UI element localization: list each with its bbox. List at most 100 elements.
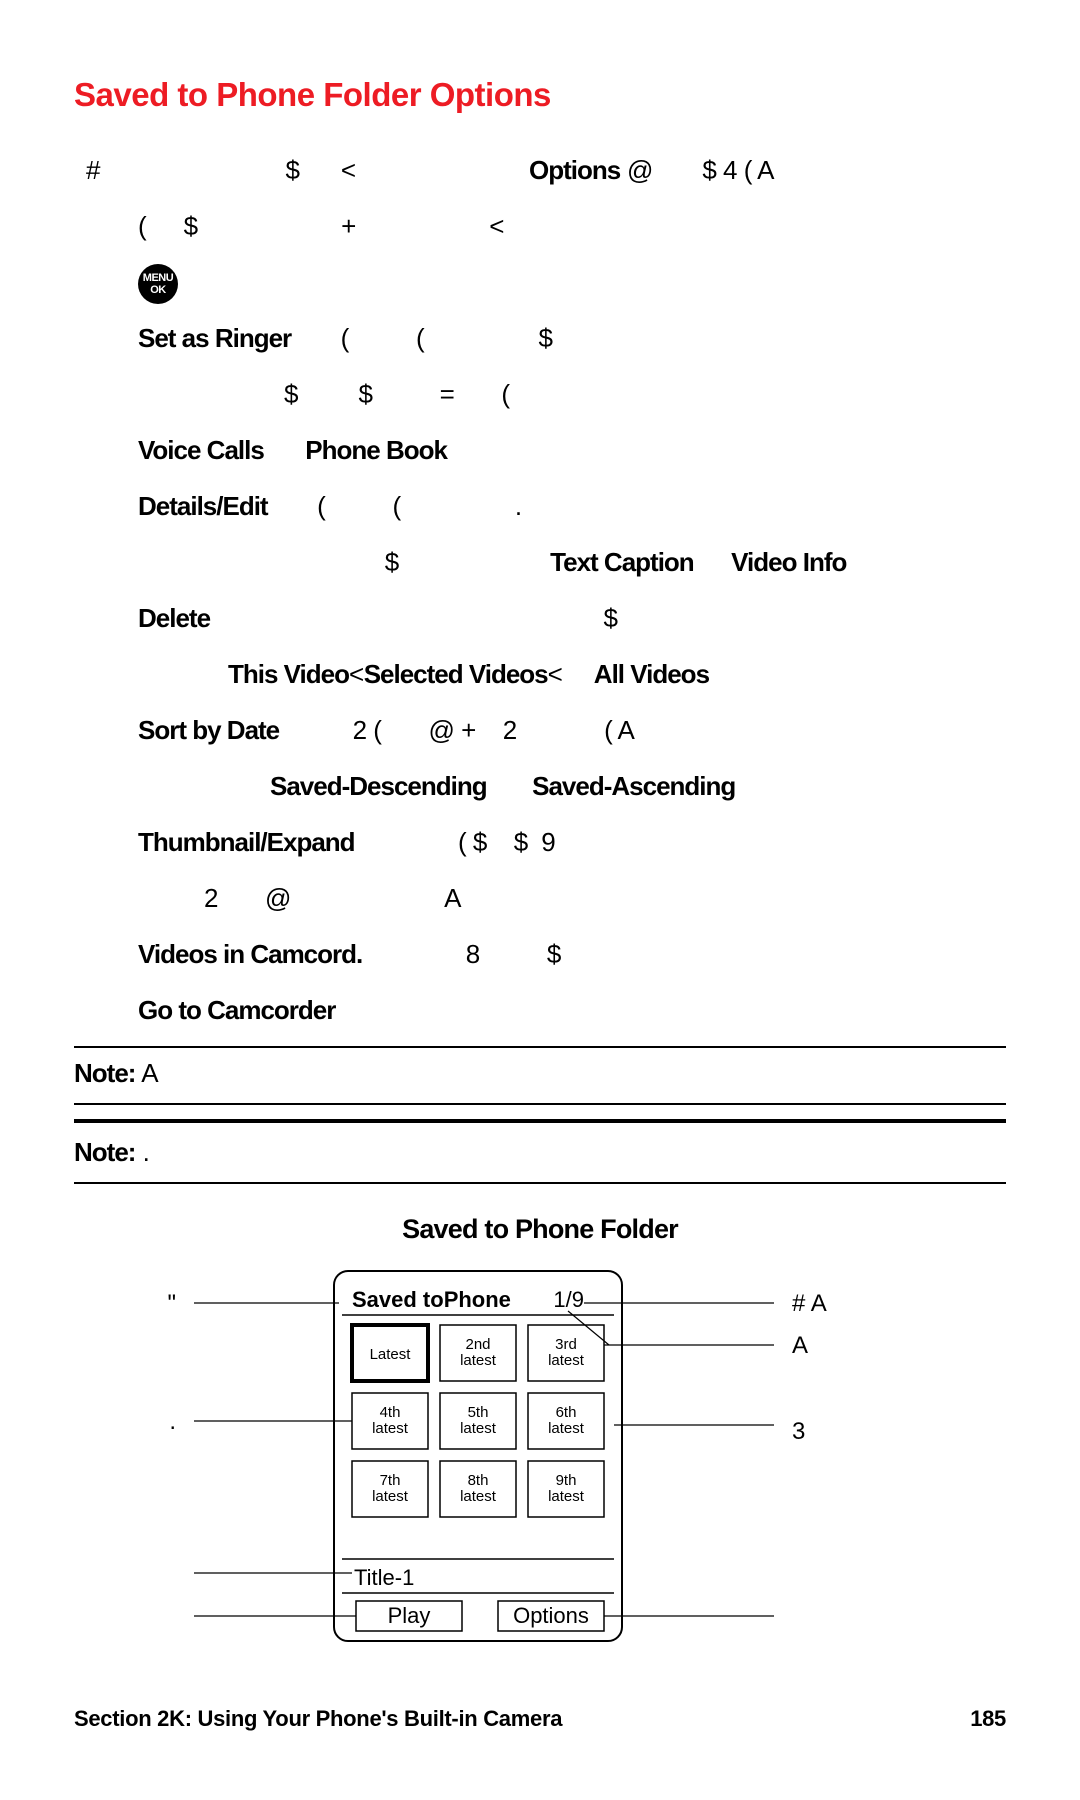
- note-body-1: A: [135, 1058, 158, 1088]
- rule-mid1: [74, 1103, 1006, 1105]
- videos-camcord-row: Videos in Camcord. 8 $: [74, 926, 1006, 982]
- play-button-label: Play: [388, 1603, 431, 1628]
- note-label-1: Note:: [74, 1058, 135, 1088]
- screen-header-right: 1/9: [553, 1287, 584, 1312]
- voicecalls-phonebook-row: Voice Calls Phone Book: [74, 422, 1006, 478]
- phone-diagram: Saved toPhone 1/9 Latest 2nd latest 3rd …: [74, 1263, 1006, 1683]
- callout-label-thumb4: .: [169, 1408, 176, 1435]
- intro-at: @: [627, 155, 653, 185]
- page-title: Saved to Phone Folder Options: [74, 76, 1006, 114]
- footer-section: Section 2K: Using Your Phone's Built-in …: [74, 1706, 562, 1732]
- svg-text:7th: 7th: [380, 1472, 401, 1489]
- svg-text:latest: latest: [372, 1420, 409, 1437]
- sort-row: Sort by Date 2 ( @ + 2 ( A: [74, 702, 1006, 758]
- sar-tail: ( ( $: [341, 323, 553, 353]
- rule-bottom: [74, 1182, 1006, 1184]
- thumb-1: Latest: [352, 1325, 428, 1381]
- this-video-label: This Video: [228, 659, 349, 689]
- sort-by-date-label: Sort by Date: [138, 715, 279, 745]
- callout-label-gap: 3: [792, 1418, 805, 1445]
- thumb-expand-row: Thumbnail/Expand ( $ $ 9: [74, 814, 1006, 870]
- te-tail: ( $ $ 9: [458, 827, 555, 857]
- thumb-2: 2nd latest: [440, 1325, 516, 1381]
- svg-text:2nd: 2nd: [465, 1336, 490, 1353]
- phone-book-label: Phone Book: [305, 435, 447, 465]
- intro2-paren: (: [138, 211, 146, 241]
- delete-label: Delete: [138, 603, 210, 633]
- saved-asc-label: Saved-Ascending: [532, 771, 735, 801]
- svg-text:4th: 4th: [380, 1404, 401, 1421]
- de-line2: $ Text Caption Video Info: [74, 534, 1006, 590]
- intro2-dollar: $: [184, 211, 198, 241]
- svg-text:6th: 6th: [556, 1404, 577, 1421]
- svg-text:latest: latest: [372, 1488, 409, 1505]
- intro-hash: #: [86, 155, 100, 185]
- all-videos-label: All Videos: [594, 659, 709, 689]
- thumb-3: 3rd latest: [528, 1325, 604, 1381]
- title-row-label: Title-1: [354, 1565, 414, 1590]
- callout-label-counter: # A: [792, 1290, 827, 1317]
- svg-text:3rd: 3rd: [555, 1336, 577, 1353]
- svg-text:latest: latest: [460, 1488, 497, 1505]
- intro-block: # $ < Options @ $ 4 ( A: [86, 142, 1006, 198]
- voice-calls-label: Voice Calls: [138, 435, 264, 465]
- delete-tail: $: [604, 603, 618, 633]
- sar-line2: $ $ = (: [74, 366, 1006, 422]
- page-footer: Section 2K: Using Your Phone's Built-in …: [74, 1706, 1006, 1732]
- options-button-label: Options: [513, 1603, 589, 1628]
- svg-text:latest: latest: [460, 1420, 497, 1437]
- note-body-2: .: [135, 1137, 149, 1167]
- callout-label-header: ": [167, 1290, 176, 1317]
- sep-lt1: <: [349, 659, 364, 689]
- intro-lt1: <: [341, 155, 356, 185]
- details-edit-row: Details/Edit ( ( .: [74, 478, 1006, 534]
- svg-text:latest: latest: [548, 1352, 585, 1369]
- svg-text:8th: 8th: [468, 1472, 489, 1489]
- note-1: Note: A: [74, 1052, 1006, 1095]
- menu-ok-row: MENUOK: [74, 254, 1006, 310]
- de-dollar: $: [385, 547, 399, 577]
- svg-text:latest: latest: [460, 1352, 497, 1369]
- thumbnail-expand-label: Thumbnail/Expand: [138, 827, 355, 857]
- menu-ok-icon: MENUOK: [138, 264, 178, 304]
- intro2-lt: <: [489, 211, 504, 241]
- set-as-ringer-label: Set as Ringer: [138, 323, 291, 353]
- thumb-9: 9th latest: [528, 1461, 604, 1517]
- de-tail: ( ( .: [317, 491, 522, 521]
- te-line2: 2 @ A: [74, 870, 1006, 926]
- footer-page-number: 185: [970, 1706, 1006, 1732]
- video-info-label: Video Info: [731, 547, 846, 577]
- saved-desc-label: Saved-Descending: [270, 771, 487, 801]
- go-camcorder-row: Go to Camcorder: [74, 982, 1006, 1038]
- rule-mid2: [74, 1119, 1006, 1123]
- intro-tail: $ 4 ( A: [702, 155, 774, 185]
- thumb-7: 7th latest: [352, 1461, 428, 1517]
- svg-text:latest: latest: [548, 1420, 585, 1437]
- intro2-plus: +: [341, 211, 356, 241]
- sep-lt2: <: [548, 659, 563, 689]
- thumb-6: 6th latest: [528, 1393, 604, 1449]
- vc-tail: 8 $: [466, 939, 561, 969]
- svg-text:5th: 5th: [468, 1404, 489, 1421]
- videos-in-camcord-label: Videos in Camcord.: [138, 939, 362, 969]
- options-label: Options: [529, 155, 620, 185]
- note-2: Note: .: [74, 1131, 1006, 1174]
- selected-videos-label: Selected Videos: [364, 659, 548, 689]
- diagram-heading: Saved to Phone Folder: [74, 1214, 1006, 1245]
- rule-top: [74, 1046, 1006, 1048]
- delete-opts-row: This Video<Selected Videos< All Videos: [74, 646, 1006, 702]
- go-to-camcorder-label: Go to Camcorder: [138, 995, 335, 1025]
- svg-text:latest: latest: [548, 1488, 585, 1505]
- callout-label-thumb3: A: [792, 1332, 808, 1359]
- delete-row: Delete $: [74, 590, 1006, 646]
- details-edit-label: Details/Edit: [138, 491, 268, 521]
- thumb-4: 4th latest: [352, 1393, 428, 1449]
- thumb-8: 8th latest: [440, 1461, 516, 1517]
- note-label-2: Note:: [74, 1137, 135, 1167]
- intro-dollar1: $: [285, 155, 299, 185]
- svg-text:Latest: Latest: [370, 1346, 412, 1363]
- svg-text:9th: 9th: [556, 1472, 577, 1489]
- sort-opts-row: Saved-Descending Saved-Ascending: [74, 758, 1006, 814]
- sbd-tail: 2 ( @ + 2 ( A: [353, 715, 635, 745]
- text-caption-label: Text Caption: [550, 547, 694, 577]
